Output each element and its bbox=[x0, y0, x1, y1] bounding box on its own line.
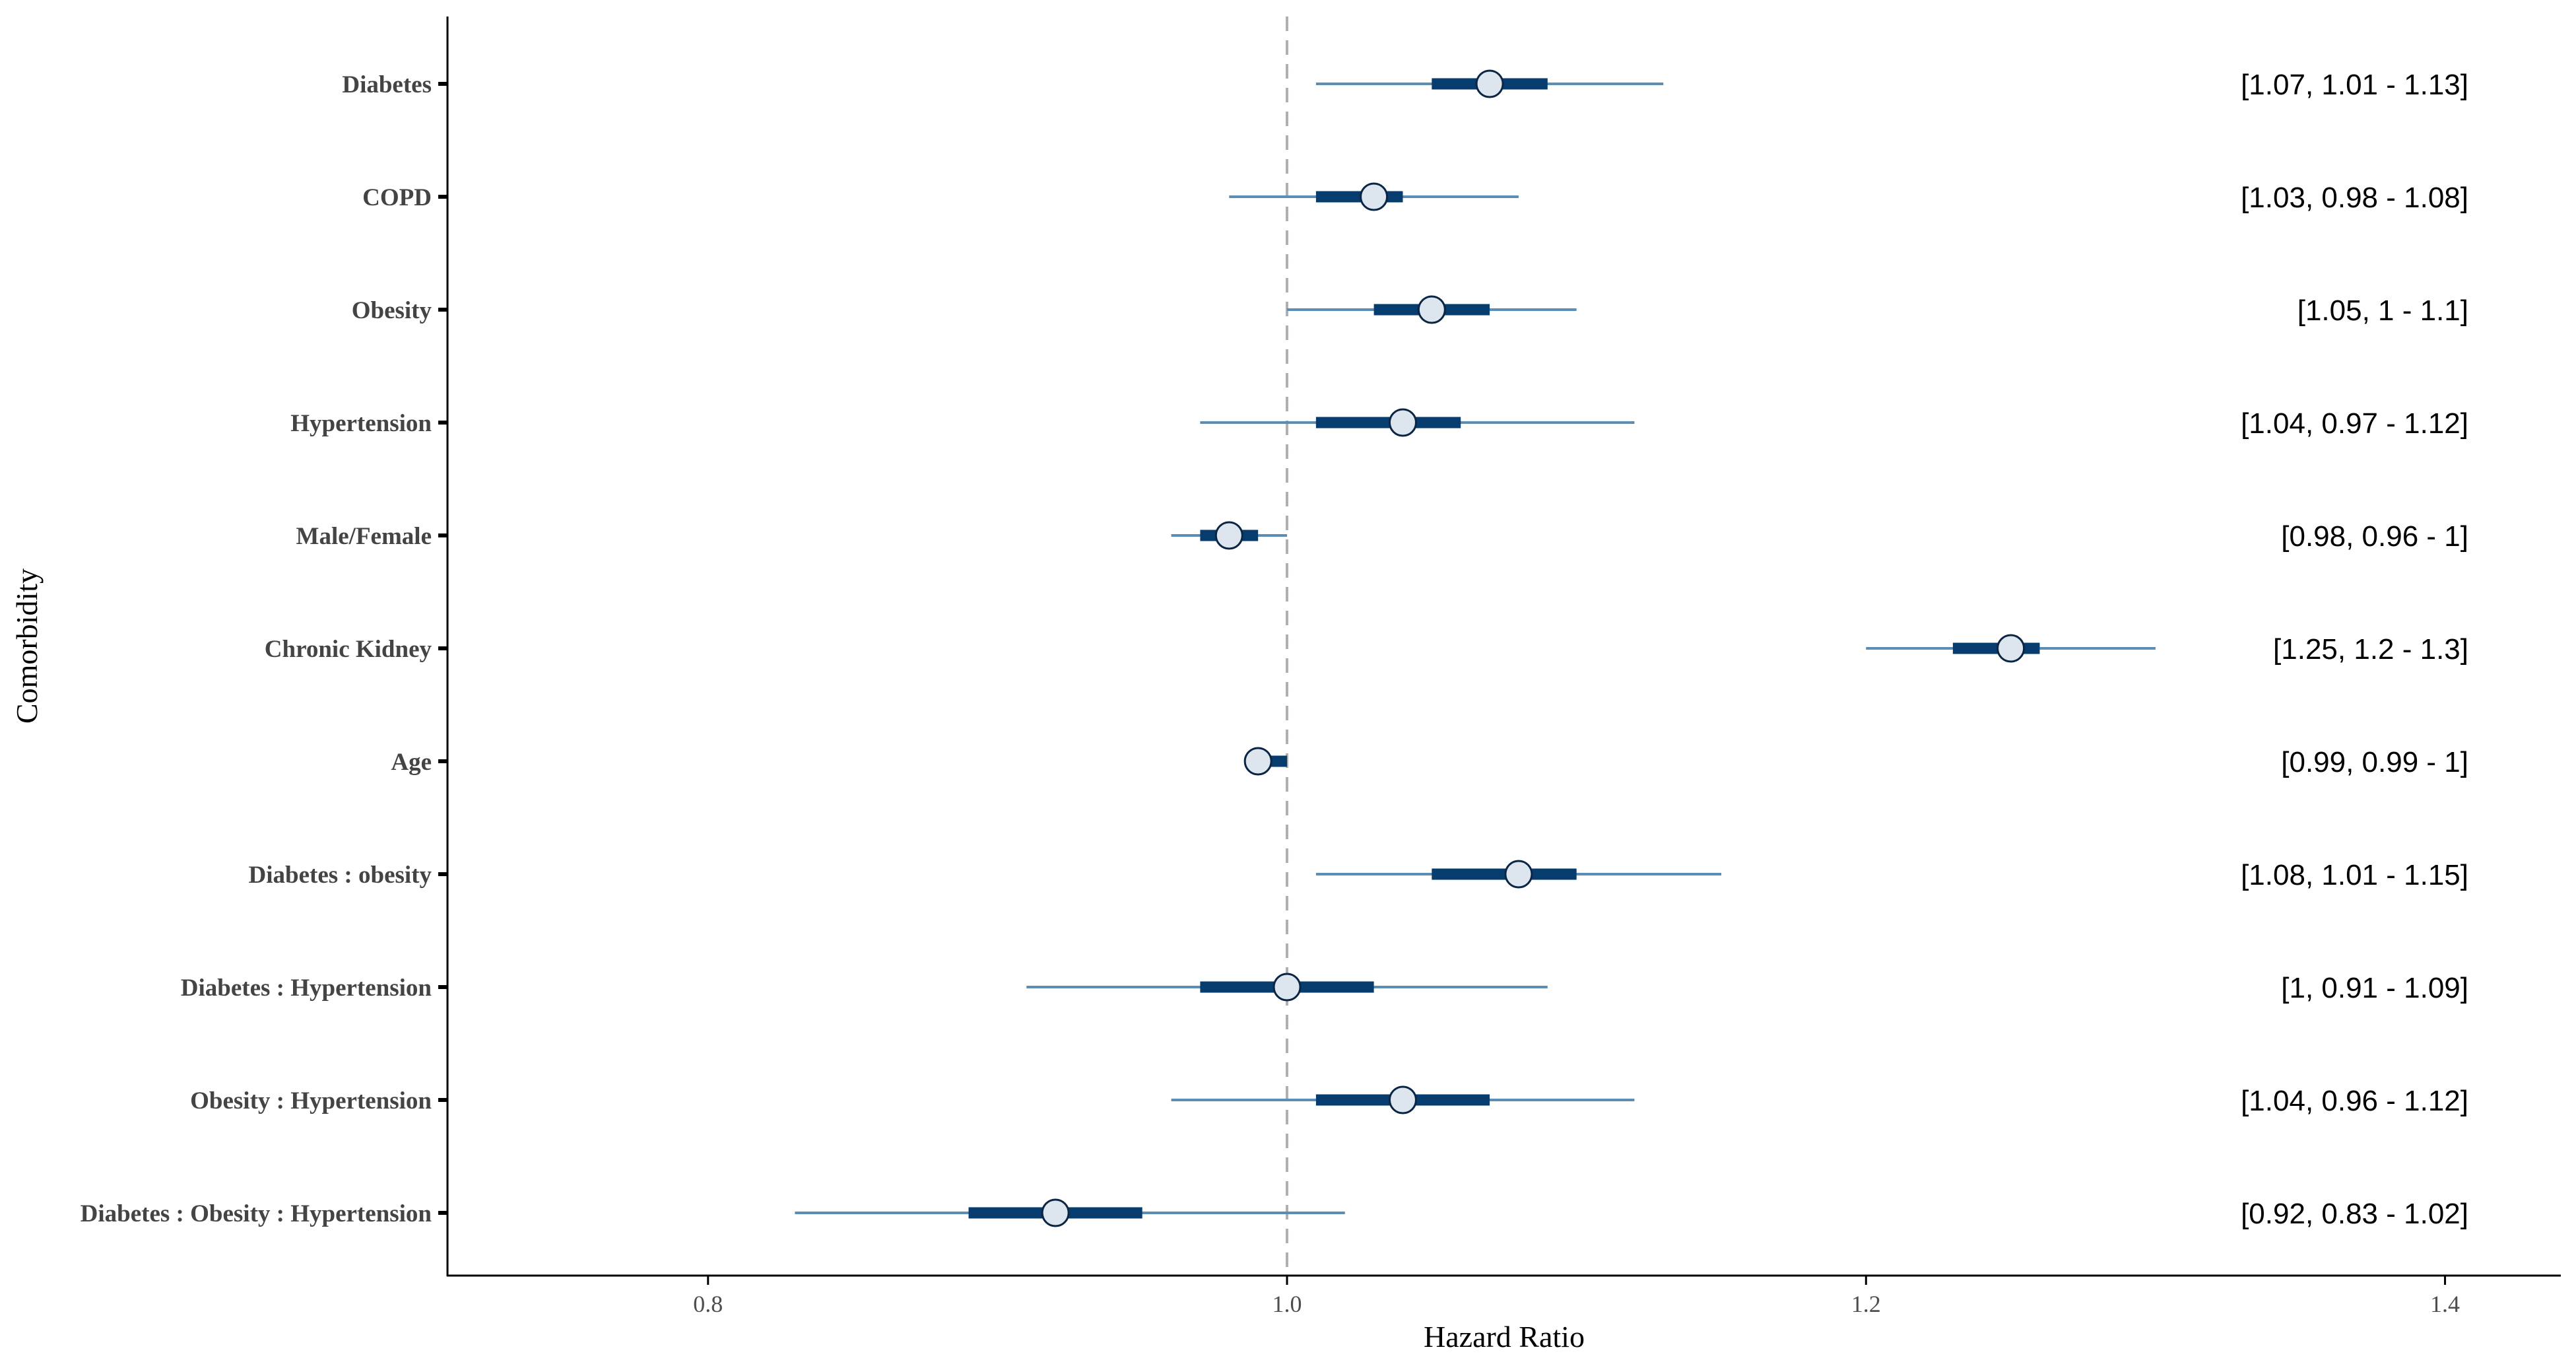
point-estimate bbox=[1417, 295, 1446, 324]
x-tick-label: 1.4 bbox=[2430, 1291, 2460, 1317]
labels-layer: Diabetes [1.07, 1.01 - 1.13] COPD [1.03, 0.… bbox=[81, 69, 2468, 1230]
point-estimate bbox=[1272, 973, 1302, 1002]
y-tick-label: Diabetes : obesity bbox=[249, 862, 432, 889]
x-tick-label: 0.8 bbox=[693, 1291, 723, 1317]
ci-text-label: [1.07, 1.01 - 1.13] bbox=[2241, 69, 2468, 101]
ci-text-label: [1, 0.91 - 1.09] bbox=[2281, 972, 2468, 1004]
point-estimate bbox=[1504, 860, 1533, 889]
axes-layer: 0.8 1.0 1.2 1.4 bbox=[438, 17, 2561, 1317]
y-tick-label: Hypertension bbox=[290, 410, 432, 437]
point-estimate bbox=[1360, 182, 1389, 211]
y-tick-label: Diabetes : Hypertension bbox=[181, 975, 432, 1002]
y-tick-label: Diabetes : Obesity : Hypertension bbox=[81, 1200, 432, 1227]
point-estimate bbox=[1214, 521, 1243, 550]
ci-text-label: [1.04, 0.97 - 1.12] bbox=[2241, 407, 2468, 440]
ci-text-label: [1.25, 1.2 - 1.3] bbox=[2273, 633, 2468, 666]
x-tick-label: 1.2 bbox=[1851, 1291, 1881, 1317]
y-tick-label: COPD bbox=[362, 184, 432, 211]
point-estimate bbox=[1997, 634, 2026, 663]
x-axis-title: Hazard Ratio bbox=[1424, 1320, 1585, 1353]
y-tick-label: Obesity bbox=[352, 297, 432, 324]
ci-text-label: [1.04, 0.96 - 1.12] bbox=[2241, 1085, 2468, 1117]
ci-text-label: [1.08, 1.01 - 1.15] bbox=[2241, 859, 2468, 891]
y-tick-label: Male/Female bbox=[296, 523, 432, 550]
ci-text-label: [1.03, 0.98 - 1.08] bbox=[2241, 182, 2468, 214]
x-tick-label: 1.0 bbox=[1272, 1291, 1302, 1317]
ci-text-label: [1.05, 1 - 1.1] bbox=[2297, 294, 2468, 327]
y-tick-label: Diabetes bbox=[342, 71, 432, 98]
y-tick-label: Age bbox=[391, 749, 432, 776]
ci-text-label: [0.92, 0.83 - 1.02] bbox=[2241, 1198, 2468, 1230]
point-estimate bbox=[1475, 69, 1504, 98]
y-tick-label: Obesity : Hypertension bbox=[190, 1087, 432, 1114]
point-estimate bbox=[1041, 1198, 1070, 1227]
ci-text-label: [0.98, 0.96 - 1] bbox=[2281, 520, 2468, 553]
point-estimate bbox=[1243, 747, 1272, 776]
y-axis-title: Comorbidity bbox=[10, 568, 44, 724]
ci-text-label: [0.99, 0.99 - 1] bbox=[2281, 746, 2468, 778]
point-estimate bbox=[1388, 1085, 1417, 1114]
rows-layer bbox=[795, 69, 2156, 1227]
point-estimate bbox=[1388, 408, 1417, 437]
y-tick-label: Chronic Kidney bbox=[265, 636, 432, 663]
